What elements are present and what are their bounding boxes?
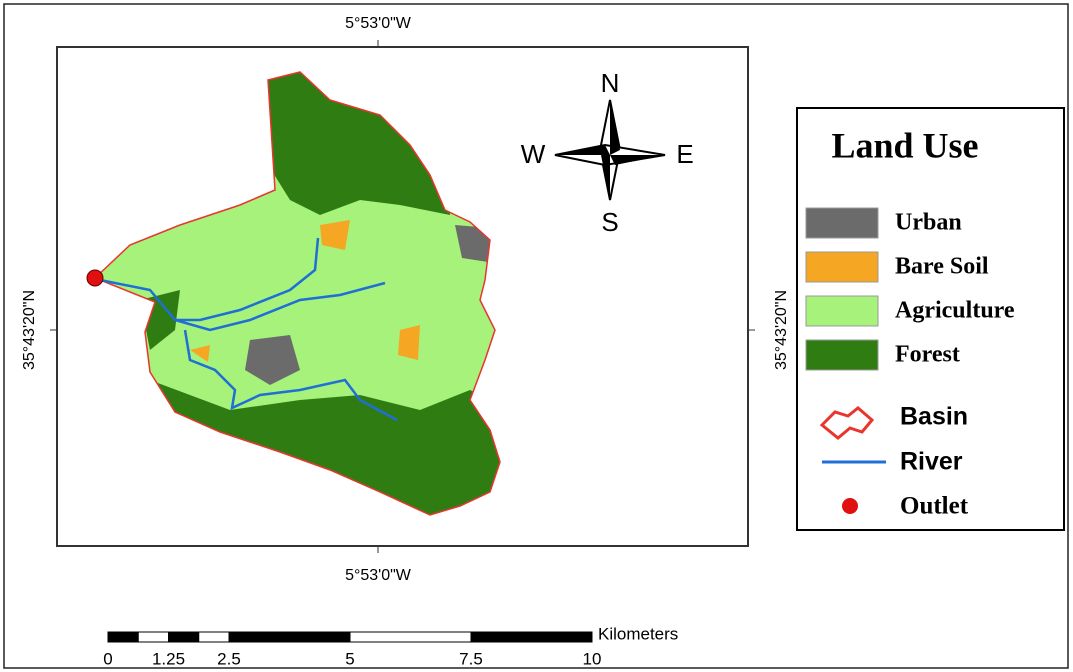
legend-swatch [806, 208, 878, 238]
scale-segment [229, 632, 350, 642]
legend-swatch [806, 296, 878, 326]
legend-label: Outlet [900, 493, 969, 520]
scale-segment [138, 632, 168, 642]
legend-title: Land Use [831, 125, 978, 165]
scale-label: 2.5 [217, 649, 241, 668]
scale-label: 0 [103, 649, 112, 668]
legend-swatch [806, 252, 878, 282]
outlet [87, 270, 103, 286]
scale-segment [350, 632, 471, 642]
coord-label: 5°53'0"W [345, 15, 412, 32]
legend-label: Forest [895, 342, 960, 368]
scale-label: 10 [583, 649, 602, 668]
page: 5°53'0"W 5°53'0"W 35°43'20"N 35°43'20"N … [0, 0, 1073, 672]
scale-segment [169, 632, 199, 642]
scale-segment [199, 632, 229, 642]
coord-label: 5°53'0"W [345, 567, 412, 584]
map-layout: 5°53'0"W 5°53'0"W 35°43'20"N 35°43'20"N … [0, 0, 1073, 672]
scale-segment [471, 632, 592, 642]
compass-label: W [521, 139, 546, 169]
scale-label: 1.25 [152, 649, 185, 668]
legend-label: River [900, 448, 963, 476]
compass-label: E [676, 139, 693, 169]
compass-label: N [601, 68, 620, 98]
coord-label: 35°43'20"N [21, 290, 38, 370]
legend-label: Bare Soil [895, 254, 989, 280]
legend-label: Agriculture [895, 298, 1015, 324]
compass-label: S [601, 207, 618, 237]
scale-unit: Kilometers [598, 624, 678, 643]
scale-segment [108, 632, 138, 642]
scale-label: 7.5 [459, 649, 483, 668]
legend-swatch [806, 340, 878, 370]
outlet-symbol [842, 498, 858, 514]
scale-label: 5 [345, 649, 354, 668]
legend-label: Urban [895, 210, 962, 236]
legend-label: Basin [900, 403, 968, 431]
coord-label: 35°43'20"N [773, 290, 790, 370]
